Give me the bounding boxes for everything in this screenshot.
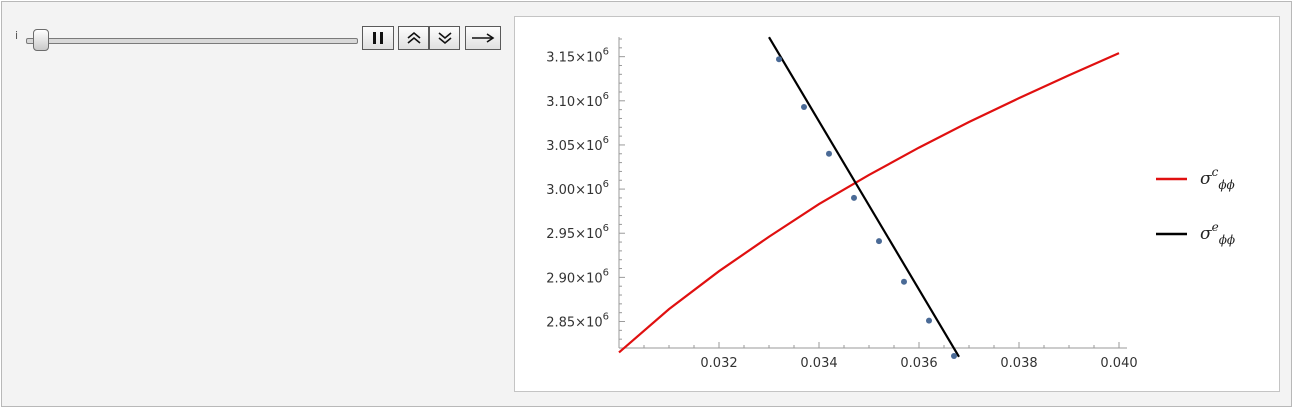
series-line-2 [768, 36, 960, 358]
pause-button[interactable] [362, 26, 394, 50]
y-tick-label: 2.95×106 [546, 223, 609, 242]
slider-label: i [15, 29, 19, 42]
y-tick-label: 3.10×106 [546, 91, 609, 110]
plot-panel: 0.032 0.034 0.036 0.038 0.040 2.85×106 2.90×10… [514, 16, 1280, 392]
x-tick-label: 0.032 [700, 356, 737, 371]
slider-thumb[interactable] [33, 29, 49, 51]
x-tick-label: 0.038 [1000, 356, 1037, 371]
series-line-1 [618, 52, 1120, 354]
x-tick-label: 0.040 [1100, 356, 1137, 371]
data-point [851, 194, 857, 201]
direction-button[interactable] [465, 26, 501, 50]
x-tick-label: 0.034 [800, 356, 837, 371]
data-point [776, 56, 782, 63]
data-point [826, 150, 832, 157]
data-point [801, 103, 807, 110]
y-tick-label: 3.15×106 [546, 47, 609, 66]
legend-label-1: σcϕϕ [1200, 165, 1235, 192]
slower-button[interactable] [429, 26, 460, 50]
legend-label-2: σeϕϕ [1200, 220, 1235, 247]
y-tick-label: 2.85×106 [546, 312, 609, 331]
direction-icon [472, 33, 495, 43]
faster-button[interactable] [398, 26, 429, 50]
line-chart: 0.032 0.034 0.036 0.038 0.040 2.85×106 2.90×10… [546, 36, 1235, 371]
faster-icon [406, 31, 421, 44]
pause-icon [373, 32, 383, 44]
y-tick-label: 3.00×106 [546, 179, 609, 198]
y-tick-label: 3.05×106 [546, 135, 609, 154]
slider-track[interactable] [26, 38, 358, 44]
data-point [876, 238, 882, 245]
data-point [951, 352, 957, 359]
x-tick-label: 0.036 [900, 356, 937, 371]
slower-icon [437, 32, 452, 45]
y-tick-label: 2.90×106 [546, 267, 609, 286]
data-point [901, 278, 907, 285]
data-point [926, 317, 932, 324]
